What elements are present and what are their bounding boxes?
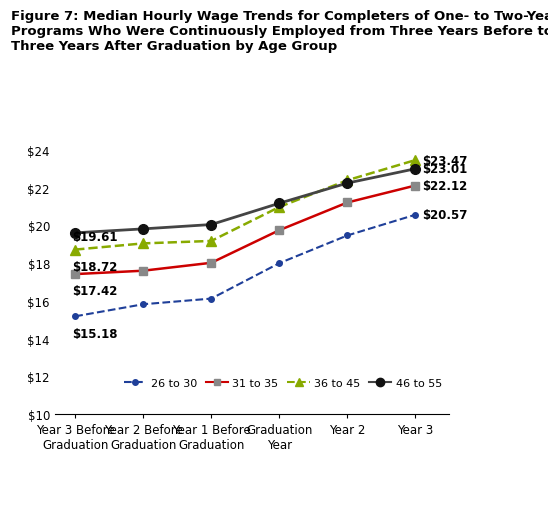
31 to 35 xyxy=(412,183,419,189)
Text: $15.18: $15.18 xyxy=(72,327,117,340)
46 to 55 xyxy=(208,222,215,228)
46 to 55 xyxy=(72,230,78,236)
36 to 45 xyxy=(344,178,351,184)
Text: $23.47: $23.47 xyxy=(422,155,467,167)
46 to 55 xyxy=(344,181,351,187)
Text: Figure 7: Median Hourly Wage Trends for Completers of One- to Two-Year
Programs : Figure 7: Median Hourly Wage Trends for … xyxy=(11,10,548,53)
26 to 30 xyxy=(72,314,78,320)
Line: 26 to 30: 26 to 30 xyxy=(72,213,418,320)
46 to 55 xyxy=(276,201,283,207)
36 to 45 xyxy=(276,205,283,211)
26 to 30 xyxy=(344,233,351,239)
26 to 30 xyxy=(140,301,146,308)
Legend: 26 to 30, 31 to 35, 36 to 45, 46 to 55: 26 to 30, 31 to 35, 36 to 45, 46 to 55 xyxy=(119,373,447,392)
Line: 46 to 55: 46 to 55 xyxy=(70,165,420,238)
31 to 35 xyxy=(140,268,146,274)
36 to 45 xyxy=(208,238,215,244)
Text: $19.61: $19.61 xyxy=(72,231,117,243)
26 to 30 xyxy=(276,261,283,267)
26 to 30 xyxy=(208,296,215,302)
Text: $18.72: $18.72 xyxy=(72,261,117,273)
36 to 45 xyxy=(72,247,78,253)
31 to 35 xyxy=(208,260,215,266)
26 to 30 xyxy=(412,212,419,218)
46 to 55 xyxy=(412,166,419,172)
Text: $22.12: $22.12 xyxy=(422,180,467,192)
46 to 55 xyxy=(140,226,146,232)
Line: 36 to 45: 36 to 45 xyxy=(70,156,420,255)
Text: $20.57: $20.57 xyxy=(422,209,467,222)
Line: 31 to 35: 31 to 35 xyxy=(71,182,420,279)
36 to 45 xyxy=(412,158,419,164)
Text: $17.42: $17.42 xyxy=(72,285,117,298)
31 to 35 xyxy=(72,272,78,278)
Text: $23.01: $23.01 xyxy=(422,163,467,176)
31 to 35 xyxy=(276,228,283,234)
31 to 35 xyxy=(344,200,351,206)
36 to 45 xyxy=(140,241,146,247)
